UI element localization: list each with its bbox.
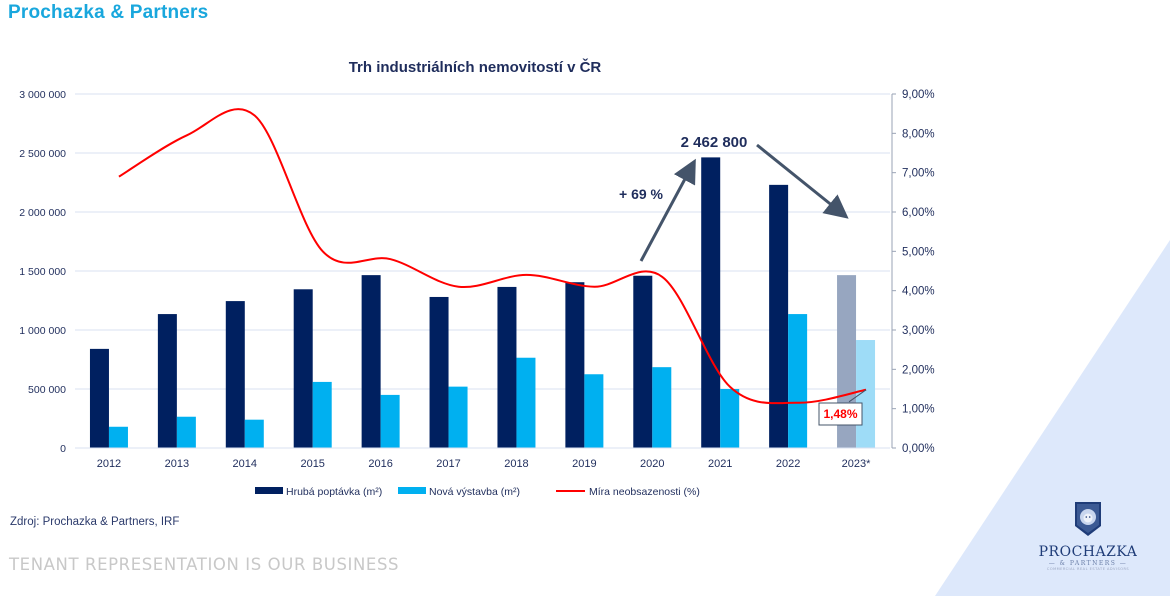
logo-tagline: COMMERCIAL REAL ESTATE ADVISORS xyxy=(1046,567,1130,571)
peak-label: 2 462 800 xyxy=(681,134,748,151)
source-note: Zdroj: Prochazka & Partners, IRF xyxy=(10,516,180,528)
bar-nova-vystavba xyxy=(516,357,536,448)
lion-shield-icon xyxy=(1075,502,1101,536)
company-logo: PROCHAZKA — & PARTNERS — COMMERCIAL REAL… xyxy=(1038,500,1138,571)
y-left-tick-label: 3 000 000 xyxy=(19,89,66,101)
y-right-tick-label: 2,00% xyxy=(902,364,935,376)
bar-hruba-poptavka xyxy=(497,286,517,448)
data-label-leader xyxy=(848,389,867,403)
y-right-tick-label: 6,00% xyxy=(902,207,935,219)
y-right-tick-label: 9,00% xyxy=(902,89,935,101)
bar-hruba-poptavka xyxy=(565,282,585,448)
bar-nova-vystavba xyxy=(652,367,672,448)
x-tick-label: 2019 xyxy=(572,458,596,470)
y-axis-right: 0,00% 1,00% 2,00% 3,00% 4,00% 5,00% 6,00% 7,00%… xyxy=(891,89,935,455)
x-tick-label: 2012 xyxy=(97,458,121,470)
vacancy-line: 1,48% xyxy=(118,108,867,426)
legend-hruba-poptavka: Hrubá poptávka (m²) xyxy=(255,486,382,498)
x-tick-label: 2018 xyxy=(504,458,528,470)
growth-label: + 69 % xyxy=(619,186,664,202)
y-left-tick-label: 1 000 000 xyxy=(19,325,66,337)
bar-nova-vystavba xyxy=(448,386,468,448)
x-tick-label: 2022 xyxy=(776,458,800,470)
bar-hruba-poptavka xyxy=(225,301,245,448)
logo-name: PROCHAZKA xyxy=(1038,544,1138,560)
y-left-tick-label: 0 xyxy=(60,443,66,455)
x-tick-label: 2016 xyxy=(368,458,392,470)
x-tick-label: 2015 xyxy=(300,458,324,470)
bar-nova-vystavba xyxy=(176,416,196,448)
bar-hruba-poptavka xyxy=(633,275,653,448)
bar-hruba-poptavka xyxy=(769,184,789,449)
chart-title: Trh industriálních nemovitostí v ČR xyxy=(349,58,602,76)
legend-swatch xyxy=(255,487,283,494)
x-tick-label: 2023* xyxy=(842,458,871,470)
y-right-tick-label: 1,00% xyxy=(902,404,935,416)
x-tick-label: 2014 xyxy=(233,458,257,470)
y-right-tick-label: 7,00% xyxy=(902,168,935,180)
y-right-tick-label: 5,00% xyxy=(902,246,935,258)
y-right-tick-label: 4,00% xyxy=(902,286,935,298)
y-right-tick-label: 0,00% xyxy=(902,443,935,455)
bar-nova-vystavba xyxy=(788,314,808,448)
x-tick-label: 2020 xyxy=(640,458,664,470)
logo-sub: — & PARTNERS — xyxy=(1048,560,1128,567)
x-axis: 2012 2013 2014 2015 2016 2017 2018 2019 2020 2021… xyxy=(75,447,890,470)
legend-nova-vystavba: Nová výstavba (m²) xyxy=(398,486,520,498)
legend-swatch xyxy=(398,487,426,494)
bar-hruba-poptavka xyxy=(157,314,177,448)
y-left-tick-label: 1 500 000 xyxy=(19,266,66,278)
bar-nova-vystavba xyxy=(584,374,604,448)
growth-arrow xyxy=(639,158,696,262)
brand-title: Prochazka & Partners xyxy=(8,2,209,23)
bar-hruba-poptavka xyxy=(89,348,109,448)
vacancy-last-label: 1,48% xyxy=(823,407,857,421)
bar-nova-vystavba xyxy=(108,426,128,448)
legend-label: Míra neobsazenosti (%) xyxy=(589,486,700,498)
bar-nova-vystavba xyxy=(312,381,332,448)
legend: Hrubá poptávka (m²) Nová výstavba (m²) Mír… xyxy=(255,486,700,498)
y-left-tick-label: 500 000 xyxy=(28,384,66,396)
bar-hruba-poptavka xyxy=(293,289,313,448)
data-label-box xyxy=(818,402,863,426)
bars xyxy=(89,157,876,449)
y-right-tick-label: 8,00% xyxy=(902,128,935,140)
tagline: TENANT REPRESENTATION IS OUR BUSINESS xyxy=(9,555,400,574)
y-axis-left: 0 500 000 1 000 000 1 500 000 2 000 000 2 500… xyxy=(19,89,66,455)
x-tick-label: 2013 xyxy=(165,458,189,470)
decline-arrow xyxy=(756,143,849,219)
legend-mira-neobsazenosti: Míra neobsazenosti (%) xyxy=(556,486,700,498)
bar-nova-vystavba xyxy=(380,394,400,448)
y-left-tick-label: 2 500 000 xyxy=(19,148,66,160)
y-left-tick-label: 2 000 000 xyxy=(19,207,66,219)
x-tick-label: 2021 xyxy=(708,458,732,470)
gridlines xyxy=(75,93,890,449)
bar-nova-vystavba xyxy=(244,419,264,448)
bar-nova-vystavba xyxy=(856,340,876,448)
legend-label: Nová výstavba (m²) xyxy=(429,486,520,498)
y-right-tick-label: 3,00% xyxy=(902,325,935,337)
annotations: + 69 % 2 462 800 xyxy=(619,134,849,262)
bar-hruba-poptavka xyxy=(701,157,721,449)
bar-hruba-poptavka xyxy=(361,275,381,448)
legend-label: Hrubá poptávka (m²) xyxy=(286,486,382,498)
bar-nova-vystavba xyxy=(720,389,740,448)
bar-hruba-poptavka xyxy=(429,296,449,448)
x-tick-label: 2017 xyxy=(436,458,460,470)
